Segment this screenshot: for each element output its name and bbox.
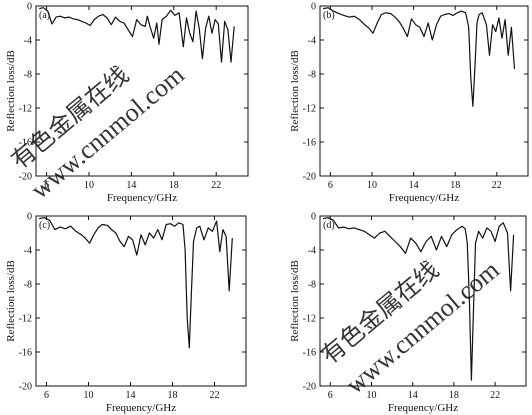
y-tick-label: -20 bbox=[303, 172, 316, 183]
x-tick-label: 6 bbox=[44, 390, 49, 401]
x-axis-title: Frequency/GHz bbox=[106, 402, 176, 414]
y-tick-label: -4 bbox=[308, 246, 316, 257]
y-tick-label: -16 bbox=[303, 348, 316, 359]
x-axis-title: Frequency/GHz bbox=[389, 192, 459, 204]
plot-frame bbox=[35, 215, 247, 387]
chart-panel-3: 6 10 14 18 22 -20 -16 -12 -8 -4 0 Frequency/GHz Refl… bbox=[289, 212, 527, 414]
x-tick-label: 14 bbox=[408, 390, 418, 401]
plot-frame bbox=[319, 215, 527, 387]
y-tick-label: -20 bbox=[19, 382, 32, 393]
panel-label: (d) bbox=[323, 220, 335, 231]
series-line-0 bbox=[39, 7, 235, 63]
x-tick-label: 10 bbox=[367, 180, 377, 191]
x-tick-label: 22 bbox=[490, 390, 500, 401]
y-tick-label: 0 bbox=[311, 212, 316, 223]
x-tick-label: 10 bbox=[84, 180, 94, 191]
chart-panel-0: 6 10 14 18 22 -20 -16 -12 -8 -4 0 Frequency/GHz Refl… bbox=[5, 2, 249, 204]
y-tick-label: -20 bbox=[303, 382, 316, 393]
x-tick-label: 18 bbox=[168, 390, 178, 401]
y-tick-label: -4 bbox=[24, 246, 32, 257]
y-tick-label: -8 bbox=[308, 280, 316, 291]
x-axis-title: Frequency/GHz bbox=[107, 192, 177, 204]
x-tick-label: 6 bbox=[44, 180, 49, 191]
y-tick-label: -12 bbox=[19, 104, 32, 115]
chart-panel-2: 6 10 14 18 22 -20 -16 -12 -8 -4 0 Frequency/GHz Refl… bbox=[5, 212, 247, 414]
y-axis-title: Reflection loss/dB bbox=[289, 260, 301, 342]
y-tick-label: -8 bbox=[24, 70, 32, 81]
y-tick-label: 0 bbox=[27, 2, 32, 13]
y-tick-label: 0 bbox=[27, 212, 32, 223]
x-tick-label: 22 bbox=[211, 180, 221, 191]
panel-label: (b) bbox=[323, 10, 335, 21]
series-line-0 bbox=[38, 217, 233, 349]
panel-label: (c) bbox=[39, 220, 50, 231]
x-tick-label: 14 bbox=[409, 180, 419, 191]
y-tick-label: -12 bbox=[303, 314, 316, 325]
y-tick-label: -4 bbox=[308, 36, 316, 47]
y-tick-label: 0 bbox=[311, 2, 316, 13]
x-tick-label: 6 bbox=[328, 390, 333, 401]
x-axis-title: Frequency/GHz bbox=[388, 402, 458, 414]
x-tick-label: 14 bbox=[126, 390, 136, 401]
chart-panel-1: 6 10 14 18 22 -20 -16 -12 -8 -4 0 Frequency/GHz Refl… bbox=[289, 2, 529, 204]
x-tick-label: 18 bbox=[450, 180, 460, 191]
y-tick-label: -8 bbox=[308, 70, 316, 81]
x-tick-label: 18 bbox=[169, 180, 179, 191]
series-line-0 bbox=[322, 217, 515, 381]
plot-frame bbox=[35, 5, 249, 177]
series-line-0 bbox=[322, 7, 516, 107]
y-axis-title: Reflection loss/dB bbox=[5, 260, 17, 342]
panels-layer: 6 10 14 18 22 -20 -16 -12 -8 -4 0 Frequency/GHz Refl… bbox=[5, 2, 529, 414]
x-tick-label: 6 bbox=[328, 180, 333, 191]
y-tick-label: -12 bbox=[303, 104, 316, 115]
y-tick-label: -4 bbox=[24, 36, 32, 47]
x-tick-label: 18 bbox=[449, 390, 459, 401]
x-tick-label: 14 bbox=[126, 180, 136, 191]
panel-label: (a) bbox=[39, 10, 50, 21]
y-axis-title: Reflection loss/dB bbox=[5, 50, 17, 132]
y-tick-label: -12 bbox=[19, 314, 32, 325]
x-tick-label: 10 bbox=[84, 390, 94, 401]
watermark-layer: 有色金属在线 www.cnnmol.com 有色金属在线 www.cnnmol.… bbox=[7, 60, 505, 400]
y-tick-label: -16 bbox=[19, 138, 32, 149]
y-tick-label: -16 bbox=[19, 348, 32, 359]
y-tick-label: -8 bbox=[24, 280, 32, 291]
y-tick-label: -16 bbox=[303, 138, 316, 149]
y-axis-title: Reflection loss/dB bbox=[289, 50, 301, 132]
plot-frame bbox=[319, 5, 529, 177]
x-tick-label: 22 bbox=[492, 180, 502, 191]
y-tick-label: -20 bbox=[19, 172, 32, 183]
x-tick-label: 22 bbox=[210, 390, 220, 401]
x-tick-label: 10 bbox=[367, 390, 377, 401]
